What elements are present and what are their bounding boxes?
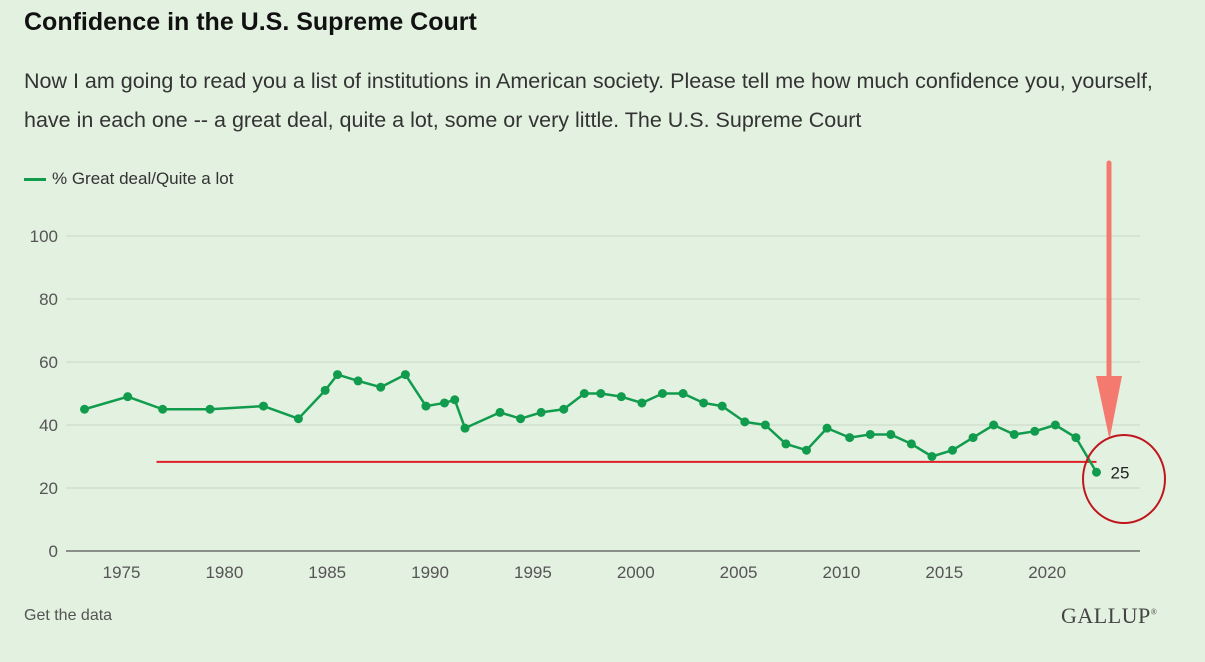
x-tick-label: 2005 [720,563,758,582]
data-point[interactable] [158,404,168,414]
data-point[interactable] [559,404,569,414]
x-tick-label: 1990 [411,563,449,582]
data-point[interactable] [781,439,791,449]
data-point[interactable] [495,407,505,417]
data-point[interactable] [906,439,916,449]
data-point[interactable] [637,398,647,408]
data-point[interactable] [333,370,343,380]
data-point[interactable] [516,414,526,424]
x-tick-label: 2010 [823,563,861,582]
data-point[interactable] [740,417,750,427]
gallup-logo: GALLUP® [1061,603,1158,628]
legend-label: % Great deal/Quite a lot [52,169,234,188]
data-point[interactable] [865,429,875,439]
x-tick-label: 1975 [103,563,141,582]
data-point[interactable] [421,401,431,411]
data-point[interactable] [353,376,363,386]
y-tick-label: 40 [39,416,58,435]
data-point[interactable] [1009,429,1019,439]
data-point[interactable] [376,382,386,392]
data-point[interactable] [579,389,589,398]
data-point[interactable] [439,398,449,408]
y-tick-label: 80 [39,290,58,309]
chart-title: Confidence in the U.S. Supreme Court [24,8,477,36]
data-point[interactable] [886,429,896,439]
data-point[interactable] [460,423,470,433]
data-point[interactable] [1050,420,1060,430]
x-tick-label: 1985 [308,563,346,582]
data-point[interactable] [536,407,546,417]
x-tick-label: 2015 [925,563,963,582]
data-point[interactable] [1091,467,1101,477]
data-point[interactable] [596,389,606,398]
data-point[interactable] [989,420,999,430]
data-point[interactable] [657,389,667,398]
y-tick-label: 100 [30,227,58,246]
legend: % Great deal/Quite a lot [24,169,233,189]
data-point[interactable] [1071,433,1081,443]
y-tick-label: 60 [39,353,58,372]
x-tick-label: 2020 [1028,563,1066,582]
data-point[interactable] [400,370,410,380]
data-point[interactable] [717,401,727,411]
get-the-data-link[interactable]: Get the data [24,607,113,624]
last-value-label: 25 [1110,463,1129,482]
data-point[interactable] [258,401,268,411]
chart-subtitle: Now I am going to read you a list of ins… [24,69,1153,132]
x-tick-label: 1995 [514,563,552,582]
data-point[interactable] [801,445,811,455]
arrow-head-icon [1096,376,1122,437]
x-tick-label: 2000 [617,563,655,582]
data-point[interactable] [293,414,303,424]
x-tick-label: 1980 [205,563,243,582]
data-point[interactable] [760,420,770,430]
data-point[interactable] [968,433,978,443]
data-point[interactable] [1030,426,1040,436]
data-point[interactable] [699,398,709,408]
data-point[interactable] [822,423,832,433]
y-tick-label: 0 [49,542,58,561]
series-line [84,373,1098,473]
data-point[interactable] [123,392,133,402]
data-point[interactable] [80,404,90,414]
data-point[interactable] [927,452,937,461]
data-point[interactable] [678,389,688,398]
data-point[interactable] [948,445,958,455]
data-point[interactable] [450,395,460,405]
highlight-circle [1082,434,1166,524]
data-point[interactable] [205,404,215,414]
data-point[interactable] [616,392,626,402]
legend-swatch [24,177,46,181]
y-tick-label: 20 [39,479,58,498]
data-point[interactable] [845,433,855,443]
data-point[interactable] [320,385,330,395]
